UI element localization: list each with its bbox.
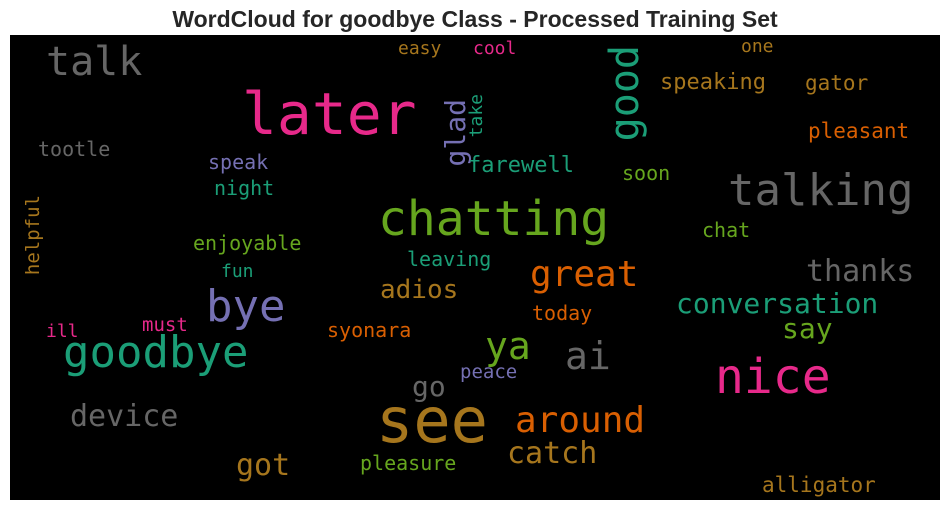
word-device: device bbox=[70, 399, 179, 434]
word-easy: easy bbox=[398, 38, 442, 59]
word-speaking: speaking bbox=[660, 70, 766, 95]
word-catch: catch bbox=[507, 436, 598, 471]
word-syonara: syonara bbox=[327, 318, 412, 342]
word-great: great bbox=[530, 254, 639, 295]
word-pleasure: pleasure bbox=[360, 451, 457, 475]
word-tootle: tootle bbox=[38, 137, 111, 161]
word-ill: ill bbox=[46, 321, 79, 342]
word-farewell: farewell bbox=[468, 153, 574, 178]
word-must: must bbox=[142, 314, 188, 336]
word-conversation: conversation bbox=[676, 287, 879, 320]
word-soon: soon bbox=[622, 161, 671, 185]
word-alligator: alligator bbox=[762, 473, 876, 497]
word-peace: peace bbox=[460, 361, 518, 383]
word-one: one bbox=[741, 36, 774, 57]
word-helpful: helpful bbox=[22, 195, 44, 276]
word-cloud: see later chatting nice goodbye talking bye goo… bbox=[10, 35, 940, 500]
word-pleasant: pleasant bbox=[808, 119, 910, 143]
word-nice: nice bbox=[715, 349, 831, 405]
word-chat: chat bbox=[702, 218, 751, 242]
word-say: say bbox=[782, 312, 833, 345]
word-ya: ya bbox=[485, 324, 531, 368]
word-night: night bbox=[214, 176, 275, 200]
chart-title: WordCloud for goodbye Class - Processed … bbox=[172, 6, 778, 32]
word-today: today bbox=[532, 301, 593, 325]
word-got: got bbox=[236, 448, 291, 483]
word-speak: speak bbox=[208, 150, 269, 174]
word-goodbye: goodbye bbox=[63, 327, 249, 378]
word-chatting: chatting bbox=[378, 191, 610, 247]
word-talk: talk bbox=[46, 39, 143, 85]
word-enjoyable: enjoyable bbox=[193, 231, 302, 255]
word-good: good bbox=[602, 45, 648, 142]
word-go: go bbox=[412, 370, 446, 403]
word-cool: cool bbox=[473, 38, 517, 59]
word-around: around bbox=[515, 400, 646, 441]
word-adios: adios bbox=[380, 275, 459, 305]
word-thanks: thanks bbox=[806, 254, 915, 289]
word-take: take bbox=[466, 94, 487, 138]
word-leaving: leaving bbox=[407, 247, 492, 271]
word-fun: fun bbox=[221, 261, 254, 282]
word-later: later bbox=[242, 80, 417, 148]
word-see: see bbox=[376, 384, 488, 457]
word-talking: talking bbox=[728, 165, 914, 216]
word-bye: bye bbox=[206, 281, 286, 332]
word-ai: ai bbox=[565, 334, 611, 378]
word-gator: gator bbox=[805, 71, 869, 95]
